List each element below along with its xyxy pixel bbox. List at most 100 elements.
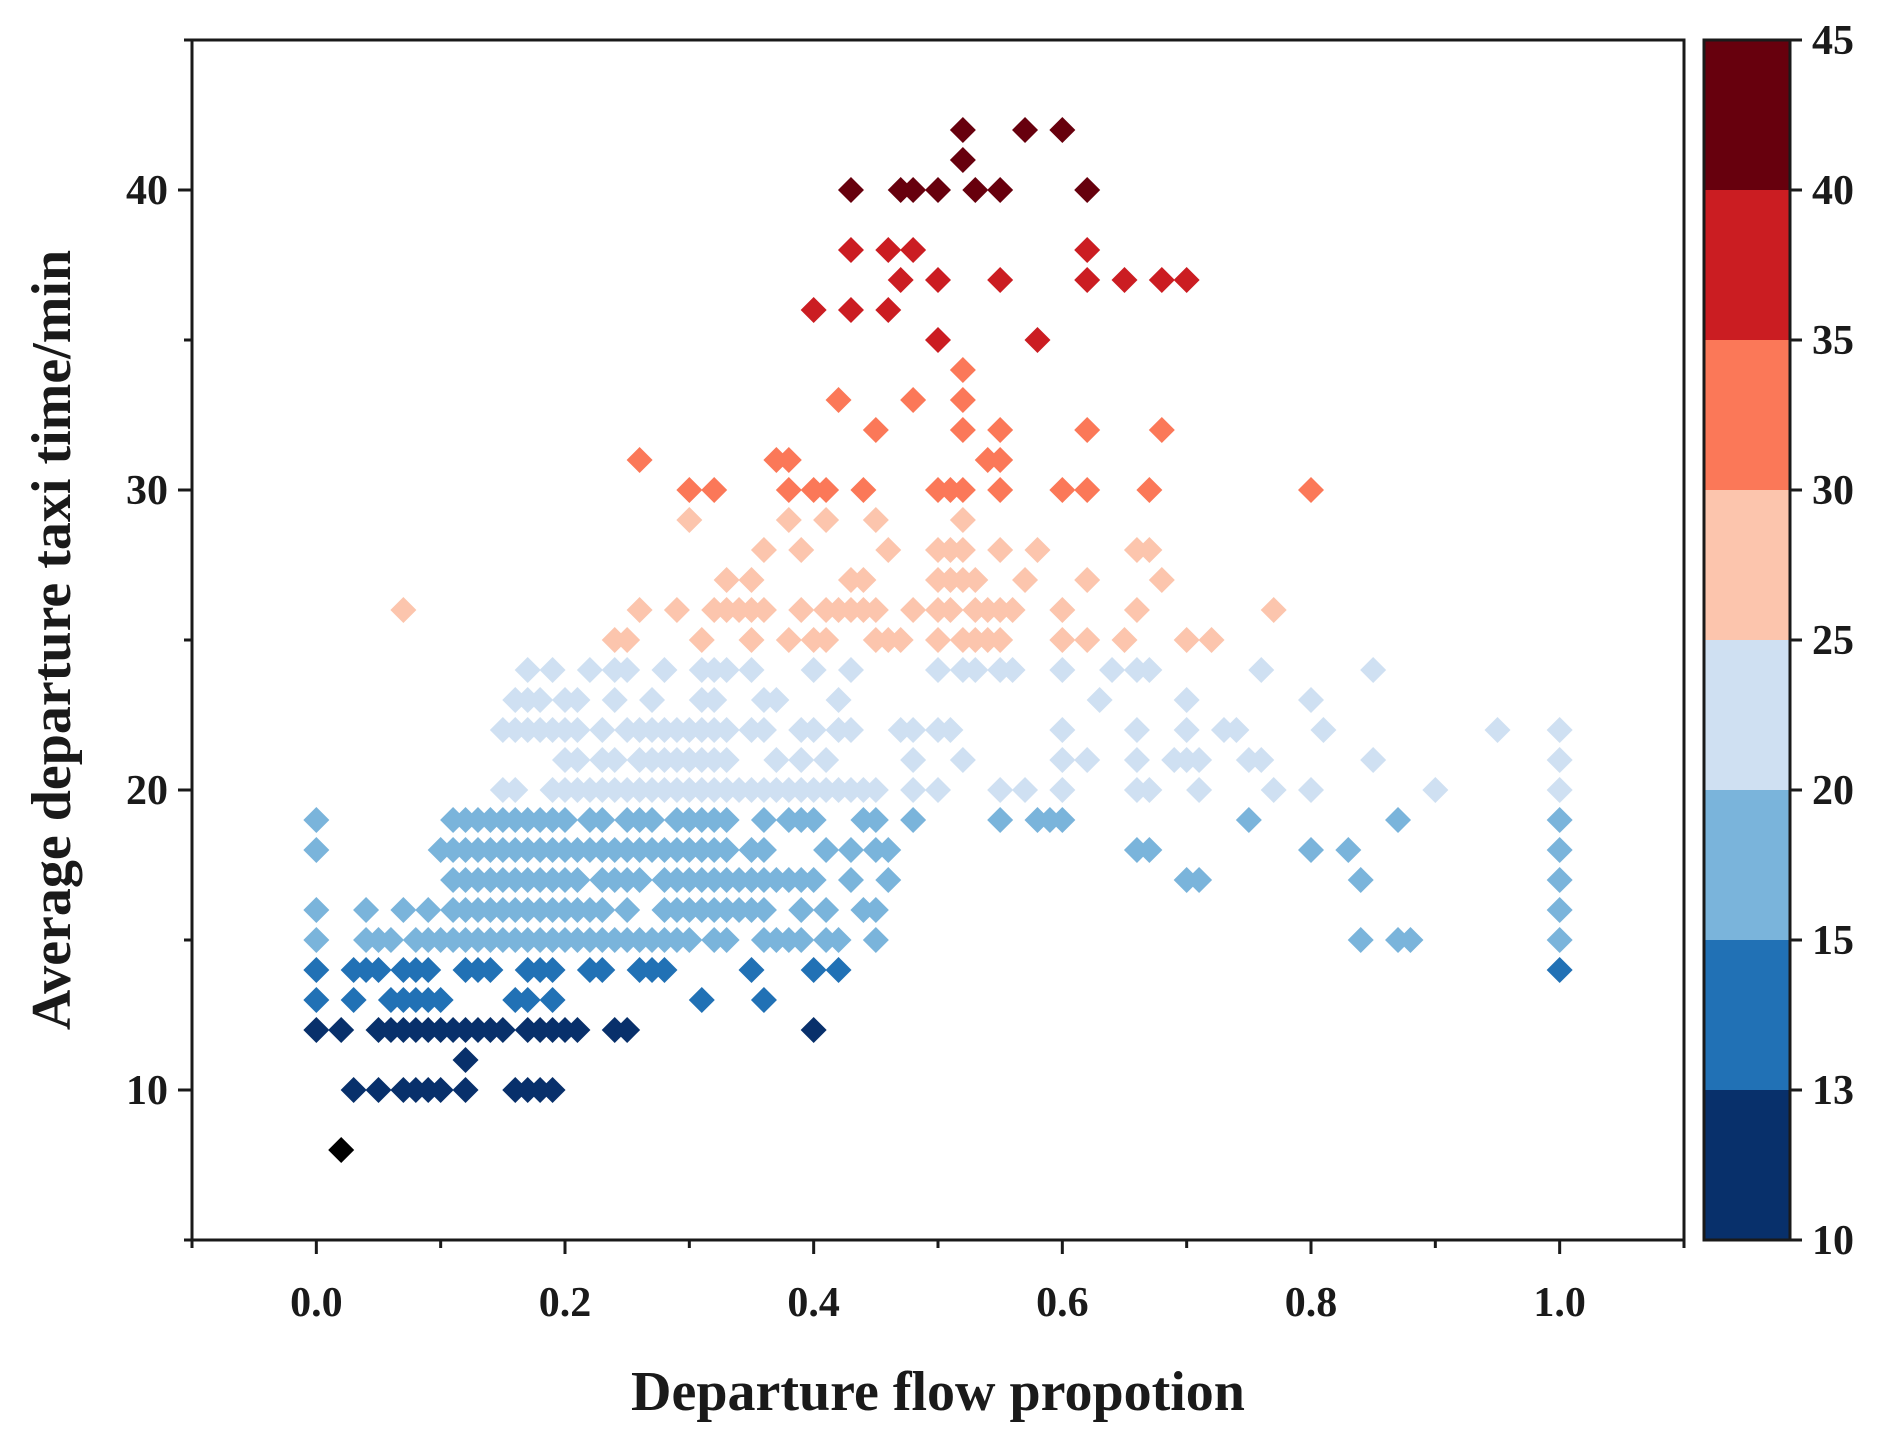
data-point — [987, 777, 1014, 803]
data-point — [303, 807, 330, 833]
data-point — [1198, 627, 1225, 653]
colorbar-segment — [1704, 40, 1790, 190]
y-tick-label: 10 — [126, 1068, 168, 1114]
data-point — [813, 837, 840, 863]
data-point — [527, 687, 554, 713]
data-point — [477, 957, 504, 983]
x-axis-title: Departure flow propotion — [631, 1361, 1245, 1423]
data-point — [1074, 417, 1101, 443]
data-point — [651, 957, 678, 983]
data-point — [900, 597, 927, 623]
colorbar-tick-label: 15 — [1812, 918, 1854, 964]
data-point — [1235, 807, 1262, 833]
data-point — [1360, 657, 1387, 683]
data-point — [775, 477, 802, 503]
data-point — [1123, 747, 1150, 773]
y-tick-label: 30 — [126, 468, 168, 514]
data-point — [900, 777, 927, 803]
data-point — [738, 627, 765, 653]
data-point — [875, 537, 902, 563]
data-point — [1422, 777, 1449, 803]
data-point — [750, 597, 777, 623]
data-point — [1546, 807, 1573, 833]
data-point — [875, 867, 902, 893]
data-point — [825, 927, 852, 953]
data-point — [949, 507, 976, 533]
data-point — [1074, 267, 1101, 293]
data-point — [651, 657, 678, 683]
data-point — [837, 717, 864, 743]
data-point — [875, 837, 902, 863]
data-point — [862, 507, 889, 533]
data-point — [303, 957, 330, 983]
data-point — [1123, 717, 1150, 743]
data-point — [589, 957, 616, 983]
data-point — [1335, 837, 1362, 863]
data-point — [949, 417, 976, 443]
data-point — [1074, 567, 1101, 593]
data-point — [539, 657, 566, 683]
data-point — [663, 597, 690, 623]
data-point — [1074, 747, 1101, 773]
y-axis: 10 20 30 40 — [126, 38, 192, 1242]
data-point — [614, 1017, 641, 1043]
data-point — [813, 897, 840, 923]
data-point — [813, 747, 840, 773]
data-point — [987, 417, 1014, 443]
data-point — [601, 687, 628, 713]
data-point — [1260, 597, 1287, 623]
data-point — [340, 987, 367, 1013]
data-point — [1186, 777, 1213, 803]
data-point — [713, 747, 740, 773]
data-point — [925, 267, 951, 293]
data-point — [1049, 807, 1076, 833]
data-point — [564, 1017, 591, 1043]
data-point — [949, 477, 976, 503]
data-point — [1546, 717, 1573, 743]
data-point — [1086, 687, 1113, 713]
data-point — [862, 807, 889, 833]
colorbar-segment — [1704, 940, 1790, 1090]
data-point — [837, 657, 864, 683]
data-point — [1298, 777, 1324, 803]
data-point — [800, 297, 827, 323]
data-point — [949, 387, 976, 413]
data-point — [564, 717, 591, 743]
data-point — [639, 687, 666, 713]
data-point — [502, 777, 529, 803]
data-point — [328, 1017, 355, 1043]
data-point — [303, 927, 330, 953]
data-point — [800, 867, 827, 893]
data-point — [303, 987, 330, 1013]
data-point — [800, 717, 827, 743]
data-point — [875, 237, 902, 263]
data-point — [738, 957, 765, 983]
data-point — [676, 507, 703, 533]
data-point — [1148, 267, 1175, 293]
data-point — [713, 567, 740, 593]
data-point — [1074, 237, 1101, 263]
data-point — [539, 957, 566, 983]
data-point — [1012, 117, 1039, 143]
data-point — [377, 927, 404, 953]
data-point — [676, 477, 703, 503]
data-point — [850, 477, 877, 503]
colorbar-tick-label: 40 — [1812, 168, 1854, 214]
data-point — [925, 627, 951, 653]
data-point — [750, 537, 777, 563]
data-point — [800, 807, 827, 833]
data-point — [887, 627, 914, 653]
data-point — [688, 627, 715, 653]
data-point — [999, 597, 1026, 623]
data-point — [1173, 267, 1200, 293]
x-tick-label: 0.8 — [1285, 1280, 1338, 1326]
data-point — [788, 927, 815, 953]
colorbar-segment — [1704, 640, 1790, 790]
x-axis: 0.0 0.2 0.4 0.6 0.8 1.0 — [190, 1240, 1686, 1326]
data-point — [1074, 477, 1101, 503]
data-point — [601, 747, 628, 773]
data-point — [837, 867, 864, 893]
data-point — [564, 687, 591, 713]
data-point — [887, 267, 914, 293]
data-point — [987, 537, 1014, 563]
